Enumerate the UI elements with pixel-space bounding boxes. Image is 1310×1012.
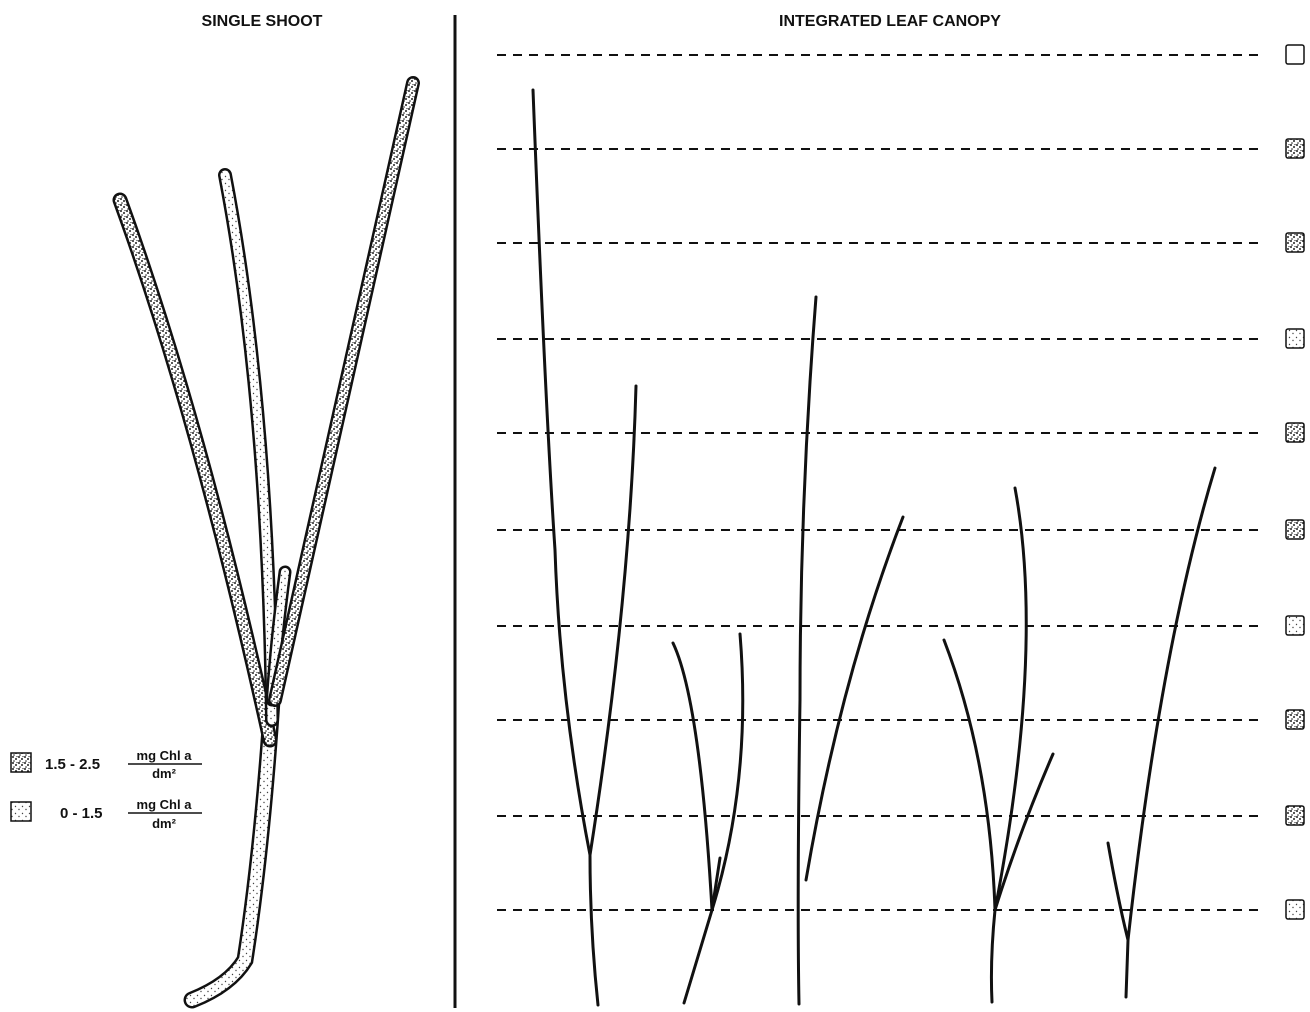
panel-title: INTEGRATED LEAF CANOPY (779, 13, 1001, 30)
legend-range: 0 - 1.5 (60, 805, 103, 822)
layer-swatch (1285, 899, 1305, 920)
panel-title: SINGLE SHOOT (202, 13, 323, 30)
layer-swatch (1285, 328, 1305, 349)
legend-swatch (10, 752, 32, 773)
layer-swatch (1285, 709, 1305, 730)
layer-swatch (1285, 519, 1305, 540)
legend-unit: dm² (152, 816, 177, 831)
layer-swatch (1285, 615, 1305, 636)
canopy-layers (497, 44, 1305, 920)
shoot (112, 76, 420, 1009)
layer-swatch (1285, 44, 1305, 65)
legend-swatch (10, 801, 32, 822)
layer-swatch (1285, 805, 1305, 826)
legend-range: 1.5 - 2.5 (45, 756, 100, 773)
layer-swatch (1285, 422, 1305, 443)
layer-swatch (1285, 232, 1305, 253)
legend: 1.5 - 2.5 mg Chl a dm² 0 - 1.5 mg Chl a … (10, 748, 202, 831)
canopy-stems (531, 88, 1217, 1007)
legend-unit: mg Chl a (137, 748, 193, 763)
legend-unit: mg Chl a (137, 797, 193, 812)
legend-unit: dm² (152, 766, 177, 781)
layer-swatch (1285, 138, 1305, 159)
